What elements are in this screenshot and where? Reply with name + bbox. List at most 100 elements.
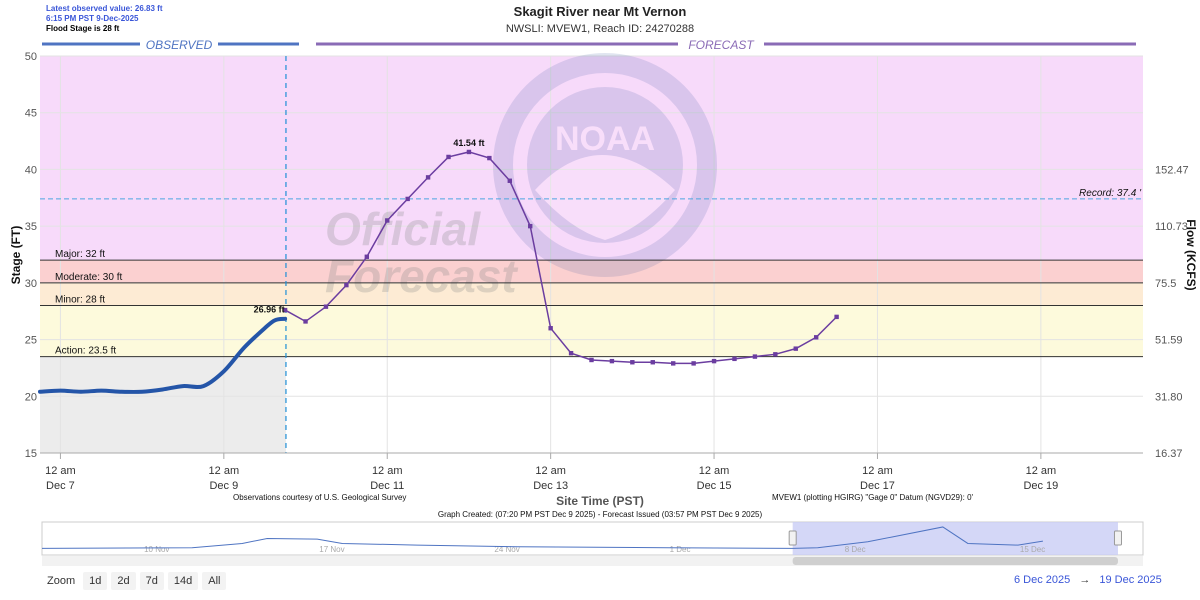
x-tick-label-date: Dec 7 <box>46 480 75 492</box>
navigator-scrollbar-track[interactable] <box>42 556 1143 566</box>
navigator-right-handle[interactable] <box>1113 530 1122 546</box>
forecast-point <box>773 352 778 357</box>
forecast-point <box>793 346 798 351</box>
zoom-7d-button[interactable]: 7d <box>139 572 164 590</box>
zoom-bar: Zoom 1d 2d 7d 14d All <box>47 572 227 590</box>
forecast-point <box>528 223 533 229</box>
y2-tick-label: 75.5 <box>1155 278 1176 290</box>
minor-flood-band <box>40 282 1143 306</box>
forecast-point <box>487 155 492 161</box>
forecast-point <box>385 218 390 223</box>
forecast-header-bg <box>678 37 764 51</box>
flood-label-minor: Minor: 28 ft <box>55 295 105 306</box>
forecast-point <box>568 350 574 356</box>
zoom-1d-button[interactable]: 1d <box>83 572 108 590</box>
zoom-14d-button[interactable]: 14d <box>167 572 199 590</box>
x-tick-label-time: 12 am <box>1026 465 1057 477</box>
y2-tick-label: 51.59 <box>1155 335 1183 347</box>
noaa-seal-disc <box>527 87 683 243</box>
x-tick-label-time: 12 am <box>862 465 893 477</box>
datum-note: MVEW1 (plotting HGIRG) "Gage 0" Datum (N… <box>772 493 974 502</box>
flood-label-moderate: Moderate: 30 ft <box>55 272 122 283</box>
forecast-point <box>344 282 349 288</box>
forecast-point <box>609 358 615 364</box>
forecast-point <box>323 304 329 309</box>
forecast-point <box>364 254 370 259</box>
forecast-series-line <box>284 151 838 365</box>
navigator-date-label: 17 Nov <box>319 545 344 554</box>
record-label: Record: 37.4 ' <box>1079 188 1142 199</box>
navigator-date-label: 1 Dec <box>670 545 691 554</box>
y2-axis-label: Flow (KCFS) <box>1184 219 1198 290</box>
forecast-point <box>507 178 512 183</box>
range-from[interactable]: 6 Dec 2025 <box>1014 574 1071 586</box>
chart-title: Skagit River near Mt Vernon <box>513 4 687 19</box>
navigator-date-label: 10 Nov <box>144 545 169 554</box>
y-tick-label: 50 <box>25 51 37 63</box>
forecast-point <box>589 357 594 363</box>
navigator-date-label: 24 Nov <box>494 545 519 554</box>
date-range: 6 Dec 2025 → 19 Dec 2025 <box>1014 574 1162 586</box>
forecast-point <box>630 360 635 365</box>
latest-observed-value: Latest observed value: 26.83 ft <box>46 4 163 13</box>
noaa-seal-label: NOAA <box>555 120 655 158</box>
x-tick-label-date: Dec 13 <box>533 480 568 492</box>
x-tick-label-time: 12 am <box>535 465 566 477</box>
range-arrow: → <box>1079 574 1091 586</box>
x-tick-label-date: Dec 17 <box>860 480 895 492</box>
observed-header: OBSERVED <box>146 38 213 52</box>
usgs-credit: Observations courtesy of U.S. Geological… <box>233 493 407 502</box>
y2-tick-label: 152.47 <box>1155 164 1189 176</box>
forecast-point <box>732 356 737 362</box>
observed-time: 6:15 PM PST 9-Dec-2025 <box>46 14 139 23</box>
x-tick-label-date: Dec 11 <box>370 480 404 492</box>
y-axis-label: Stage (FT) <box>9 226 23 285</box>
x-tick-label-time: 12 am <box>209 465 240 477</box>
y-tick-label: 35 <box>25 221 37 233</box>
navigator-scrollbar-thumb[interactable] <box>792 557 1118 565</box>
moderate-flood-band <box>40 260 1143 283</box>
graph-created-note: Graph Created: (07:20 PM PST Dec 9 2025)… <box>437 510 763 519</box>
noaa-seal-ring <box>493 53 717 277</box>
zoom-label: Zoom <box>47 575 76 587</box>
forecast-point <box>752 354 758 359</box>
y-tick-label: 45 <box>25 108 37 120</box>
zoom-2d-button[interactable]: 2d <box>111 572 136 590</box>
observed-period-band <box>40 356 286 453</box>
noaa-seal-bird <box>535 155 675 240</box>
flood-label-major: Major: 32 ft <box>55 249 105 260</box>
range-to[interactable]: 19 Dec 2025 <box>1099 574 1162 586</box>
y-tick-label: 40 <box>25 164 37 176</box>
navigator-left-handle[interactable] <box>788 530 797 546</box>
observation-info: Latest observed value: 26.83 ft 6:15 PM … <box>46 4 163 34</box>
watermark-forecast: Forecast <box>325 250 518 302</box>
flood-label-action: Action: 23.5 ft <box>55 346 116 357</box>
forecast-point <box>650 360 655 365</box>
watermark-official: Official <box>325 203 481 255</box>
y-tick-label: 20 <box>25 391 37 403</box>
x-tick-label-date: Dec 19 <box>1023 480 1058 492</box>
navigator-series-line <box>41 526 1043 549</box>
y2-tick-label: 110.73 <box>1155 221 1188 233</box>
observed-header-bg <box>140 37 218 51</box>
forecast-point <box>813 335 819 340</box>
x-tick-label-time: 12 am <box>372 465 403 477</box>
forecast-point <box>405 196 410 202</box>
forecast-point <box>303 319 308 324</box>
chart-subtitle: NWSLI: MVEW1, Reach ID: 24270288 <box>505 23 695 35</box>
x-tick-label-date: Dec 9 <box>209 480 238 492</box>
navigator-selection <box>792 522 1118 555</box>
forecast-point <box>466 149 472 155</box>
y2-tick-label: 16.37 <box>1155 448 1183 460</box>
forecast-point <box>446 154 451 160</box>
zoom-all-button[interactable]: All <box>202 572 227 590</box>
x-axis-label: Site Time (PST) <box>556 494 644 508</box>
y-tick-label: 30 <box>25 278 37 290</box>
y2-tick-label: 31.80 <box>1155 391 1183 403</box>
forecast-header: FORECAST <box>688 38 755 52</box>
x-tick-label-date: Dec 15 <box>697 480 732 492</box>
forecast-point <box>834 314 839 320</box>
forecast-point <box>691 361 696 366</box>
